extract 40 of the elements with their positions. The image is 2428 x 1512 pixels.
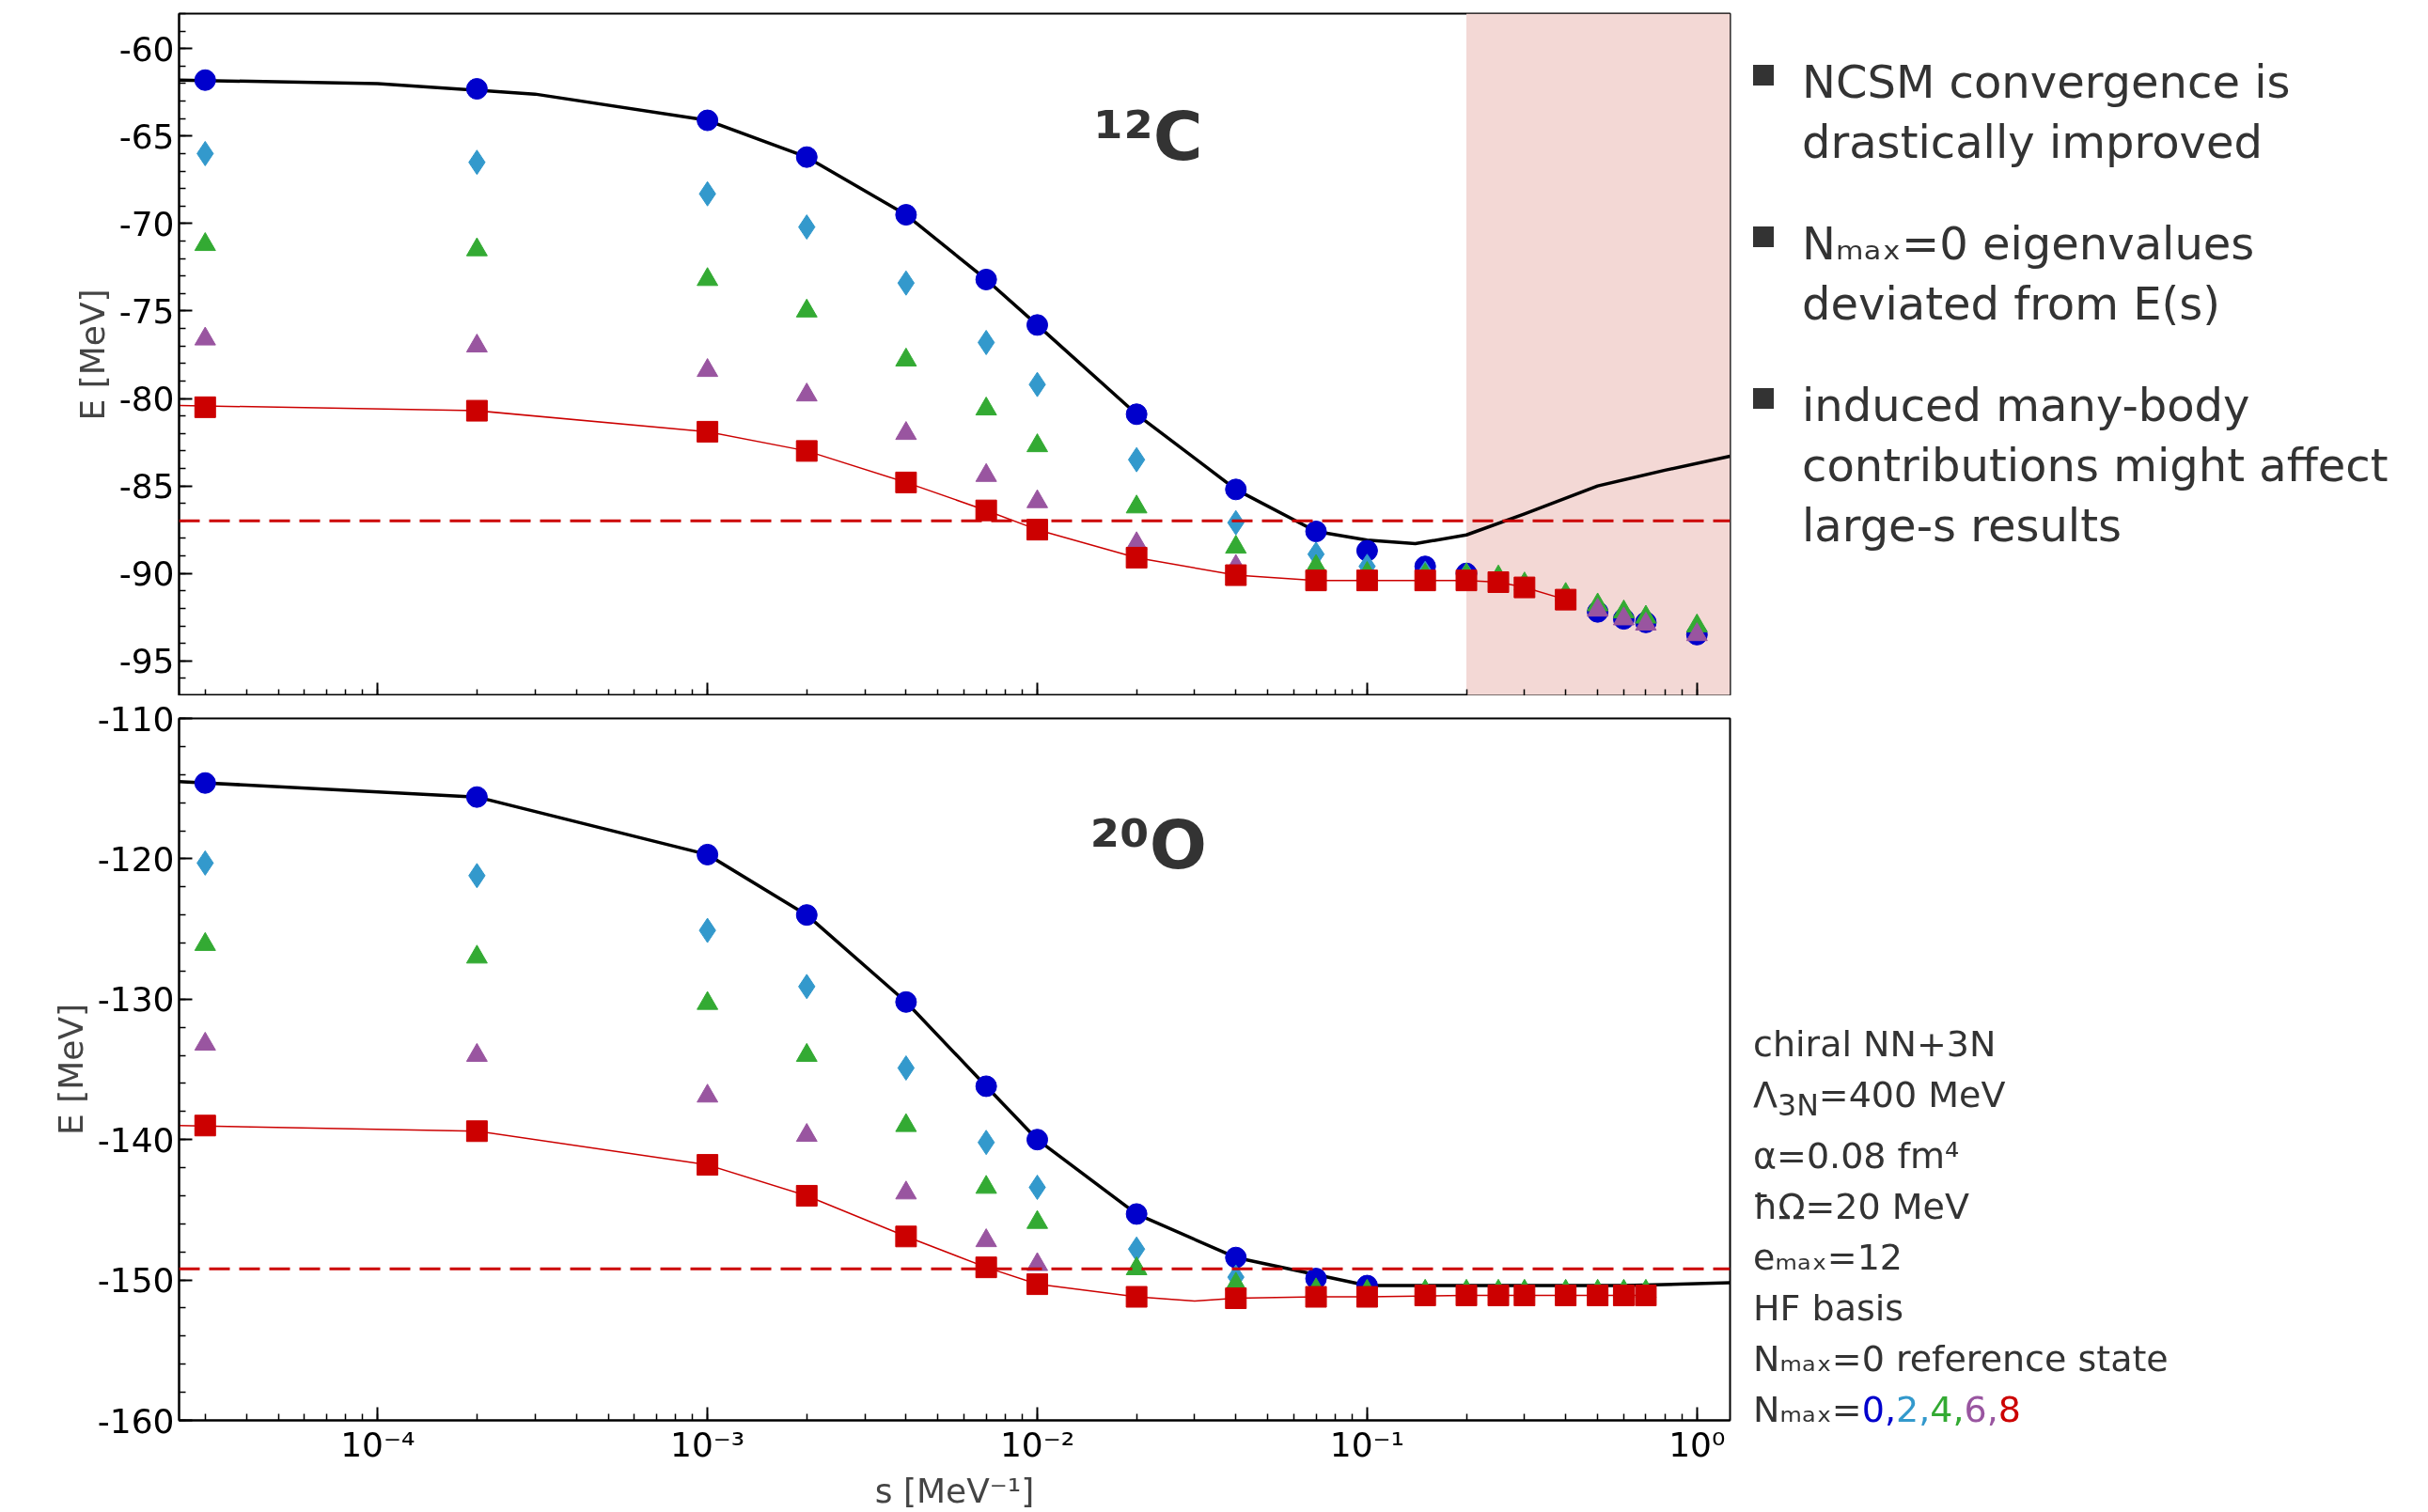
text: 8 xyxy=(1997,1388,2021,1430)
y-axis-title: E [MeV] xyxy=(51,1003,90,1136)
y-tick-label: -160 xyxy=(97,1401,175,1441)
text: ħΩ=20 MeV xyxy=(1753,1184,1970,1229)
y-tick-label: -65 xyxy=(118,117,175,156)
text: Nₘₐₓ=0 eigenvalues deviated from E(s) xyxy=(1802,216,2256,332)
y-tick-label: -150 xyxy=(97,1261,175,1301)
y-tick-label: -120 xyxy=(97,839,175,879)
legend-title: Nₘₐₓ= xyxy=(1753,1388,1862,1430)
y-tick-label: -80 xyxy=(118,380,175,419)
text: Λ$_{3N}$=400 MeV xyxy=(1753,1073,2007,1124)
y-tick-label: -130 xyxy=(97,980,175,1020)
text: eₘₐₓ=12 xyxy=(1753,1235,1903,1280)
text: Nₘₐₓ=0 reference state xyxy=(1753,1336,2169,1381)
text: induced many-body contributions might affect large-s results xyxy=(1802,378,2389,553)
x-tick-label: 10⁻¹ xyxy=(1329,1425,1405,1464)
y-tick-label: -60 xyxy=(118,29,175,69)
text: NCSM convergence is drastically improved xyxy=(1802,55,2292,170)
text: 0, xyxy=(1861,1388,1896,1430)
x-tick-label: 10⁻³ xyxy=(670,1425,745,1464)
x-tick-label: 10⁰ xyxy=(1668,1425,1726,1464)
text: 4, xyxy=(1930,1388,1965,1430)
y-axis-title: E [MeV] xyxy=(72,288,112,421)
y-tick-label: -140 xyxy=(97,1120,175,1160)
y-tick-label: -110 xyxy=(97,699,175,739)
text: chiral NN+3N xyxy=(1753,1022,1997,1067)
y-tick-label: -85 xyxy=(118,467,175,507)
x-tick-label: 10⁻⁴ xyxy=(340,1425,415,1464)
text: ²⁰O xyxy=(1089,804,1207,884)
y-tick-label: -70 xyxy=(118,204,175,243)
text: ¹²C xyxy=(1093,97,1203,177)
text: HF basis xyxy=(1753,1286,1905,1331)
y-tick-label: -95 xyxy=(118,642,175,681)
y-tick-label: -90 xyxy=(118,554,175,594)
y-tick-label: -75 xyxy=(118,291,175,331)
text: 6, xyxy=(1964,1388,1998,1430)
x-axis-title: s [MeV⁻¹] xyxy=(874,1471,1035,1510)
x-tick-label: 10⁻² xyxy=(999,1425,1075,1464)
text: 2, xyxy=(1895,1388,1931,1430)
text: α=0.08 fm⁴ xyxy=(1753,1133,1961,1178)
